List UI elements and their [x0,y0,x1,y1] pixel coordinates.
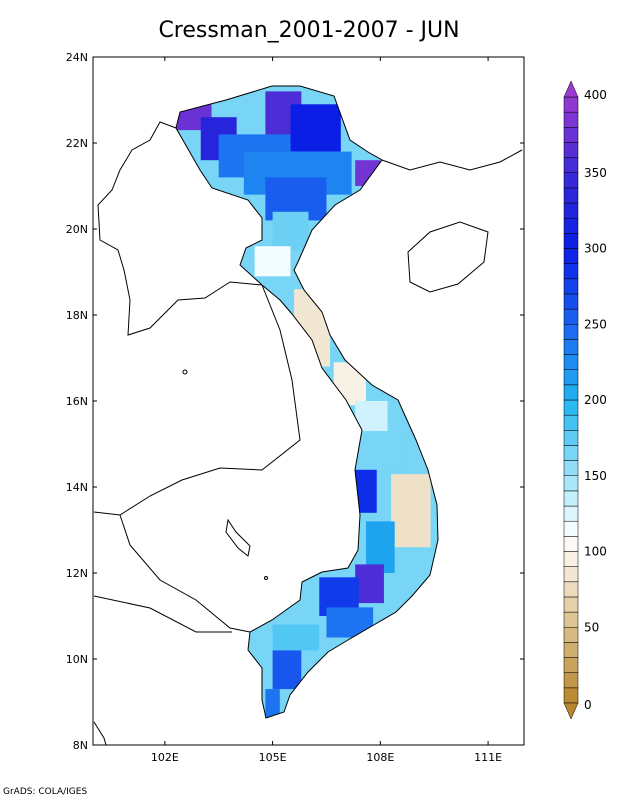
colorbar-bin [563,430,579,446]
colorbar-bin [563,308,579,325]
field-cell-3 [290,104,341,152]
colorbar-bin [563,505,579,522]
cambodia-south [119,514,251,633]
field-cell-21 [272,650,302,690]
colorbar-label: 250 [584,317,607,331]
colorbar-bin [563,202,579,219]
colorbar-label: 100 [584,545,607,559]
colorbar-bin [563,627,579,643]
lon-tick-label: 102E [151,751,179,764]
lat-tick-label: 10N [66,653,88,666]
colorbar-top-arrow [563,80,579,98]
map-axes: 8N 10N 12N 14N 16N 18N 20N 22N 24N 102E 105E 108E 11… [66,51,524,764]
colorbar-bin [563,551,579,567]
colorbar-bin [563,111,579,128]
colorbar-bin [563,384,579,401]
colorbar-bin [563,445,579,461]
island-1 [182,369,188,375]
colorbar-bin [563,536,579,552]
malay-coast [93,721,107,746]
colorbar-label: 300 [584,242,607,256]
lat-tick-label: 20N [66,223,88,236]
colorbar-bottom-arrow [563,702,579,720]
colorbar-bin [563,369,579,386]
colorbar-bin [563,354,579,370]
field-cell-8 [272,211,309,251]
colorbar-bin [563,293,579,310]
grads-credit: GrADS: COLA/IGES [3,787,88,797]
colorbar-bin [563,672,579,689]
coastlines [93,85,523,746]
colorbar-bin [563,142,579,158]
lat-tick-label: 12N [66,567,88,580]
field-cell-20 [272,624,320,651]
tonle-sap [225,518,251,557]
colorbar-bin [563,475,579,492]
colorbar: 0 50 100 150 200 250 300 350 400 [563,80,607,720]
lat-tick-label: 8N [73,739,88,752]
colorbar-bin [563,248,579,264]
colorbar-bin [563,278,579,295]
colorbar-bin [563,687,579,704]
colorbar-bin [563,263,579,280]
colorbar-bin [563,127,579,143]
colorbar-bin [563,460,579,477]
field-cell-17 [355,564,384,604]
lat-tick-label: 14N [66,481,88,494]
colorbar-bin [563,414,579,431]
lat-tick-label: 24N [66,51,88,64]
colorbar-bin [563,596,579,613]
colorbar-bin [563,217,579,234]
field-cell-14 [355,469,377,513]
colorbar-label: 350 [584,166,607,180]
field-cell-12 [355,401,388,432]
colorbar-label: 400 [584,88,607,102]
colorbar-label: 150 [584,469,607,483]
colorbar-bin [563,611,579,628]
colorbar-bin [563,657,579,673]
map-title: Cressman_2001-2007 - JUN [158,18,460,43]
field-cell-15 [391,474,431,548]
field-cell-13 [373,431,402,470]
lon-tick-label: 105E [259,751,287,764]
colorbar-label: 50 [584,620,599,634]
colorbar-bin [563,566,579,583]
cambodia-border [93,284,301,516]
colorbar-bin [563,157,579,174]
lon-tick-label: 108E [366,751,394,764]
colorbar-bin [563,233,579,249]
colorbar-label: 200 [584,393,607,407]
field-cell-9 [254,246,291,277]
colorbar-bin [563,490,579,507]
lat-tick-label: 16N [66,395,88,408]
lon-tick-label: 111E [474,751,502,764]
colorbar-bin [563,324,579,340]
field-cell-22 [265,689,280,718]
laos-border [97,121,263,336]
colorbar-bin [563,339,579,355]
island-2 [264,576,268,580]
colorbar-bin [563,581,579,598]
china-coast [381,149,523,171]
colorbar-label: 0 [584,698,592,712]
thailand-gulf [93,595,232,633]
colorbar-bin [563,172,579,189]
lat-tick-label: 18N [66,309,88,322]
colorbar-bin [563,520,579,537]
colorbar-bin [563,96,579,113]
colorbar-bin [563,399,579,416]
colorbar-bin [563,187,579,204]
lat-tick-label: 22N [66,137,88,150]
colorbar-bin [563,642,579,658]
hainan [407,221,489,293]
